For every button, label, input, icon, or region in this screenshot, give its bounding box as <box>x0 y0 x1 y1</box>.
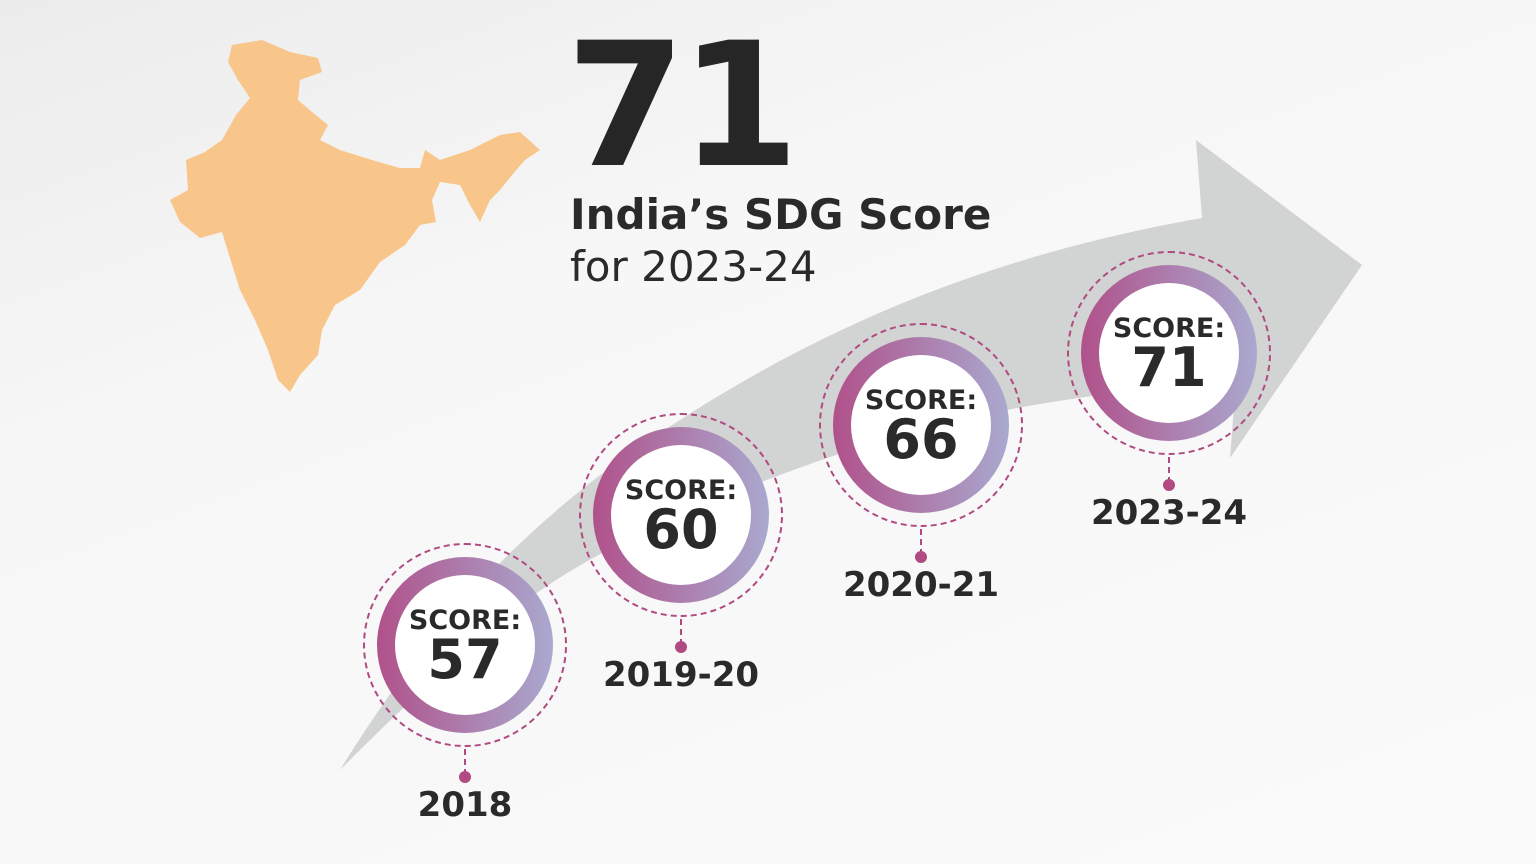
score-ring <box>833 337 1009 513</box>
score-value: 71 <box>1131 336 1207 399</box>
headline-subtitle: for 2023-24 <box>570 242 817 291</box>
dashed-ring <box>1067 251 1271 455</box>
score-value: 60 <box>643 498 719 561</box>
score-label: SCORE: <box>408 605 522 636</box>
connector-dot <box>675 641 687 653</box>
connector <box>1168 457 1170 483</box>
score-ring <box>377 557 553 733</box>
score-value: 57 <box>427 628 503 691</box>
dashed-ring <box>363 543 567 747</box>
year-label: 2018 <box>417 785 513 825</box>
score-label: SCORE: <box>624 475 738 506</box>
year-label: 2019-20 <box>602 655 760 695</box>
score-value: 66 <box>883 408 959 471</box>
india-map-icon <box>170 40 540 392</box>
connector-dot <box>459 771 471 783</box>
connector <box>680 619 682 645</box>
connector-dot <box>1163 479 1175 491</box>
score-ring <box>1081 265 1257 441</box>
headline-title: India’s SDG Score <box>570 190 992 239</box>
connector <box>464 749 466 775</box>
score-ring <box>593 427 769 603</box>
year-label: 2020-21 <box>842 565 1000 605</box>
dashed-ring <box>579 413 783 617</box>
headline-score: 71 <box>566 5 799 206</box>
year-label: 2023-24 <box>1090 493 1248 533</box>
score-label: SCORE: <box>1112 313 1226 344</box>
connector <box>920 529 922 555</box>
score-label: SCORE: <box>864 385 978 416</box>
dashed-ring <box>819 323 1023 527</box>
connector-dot <box>915 551 927 563</box>
